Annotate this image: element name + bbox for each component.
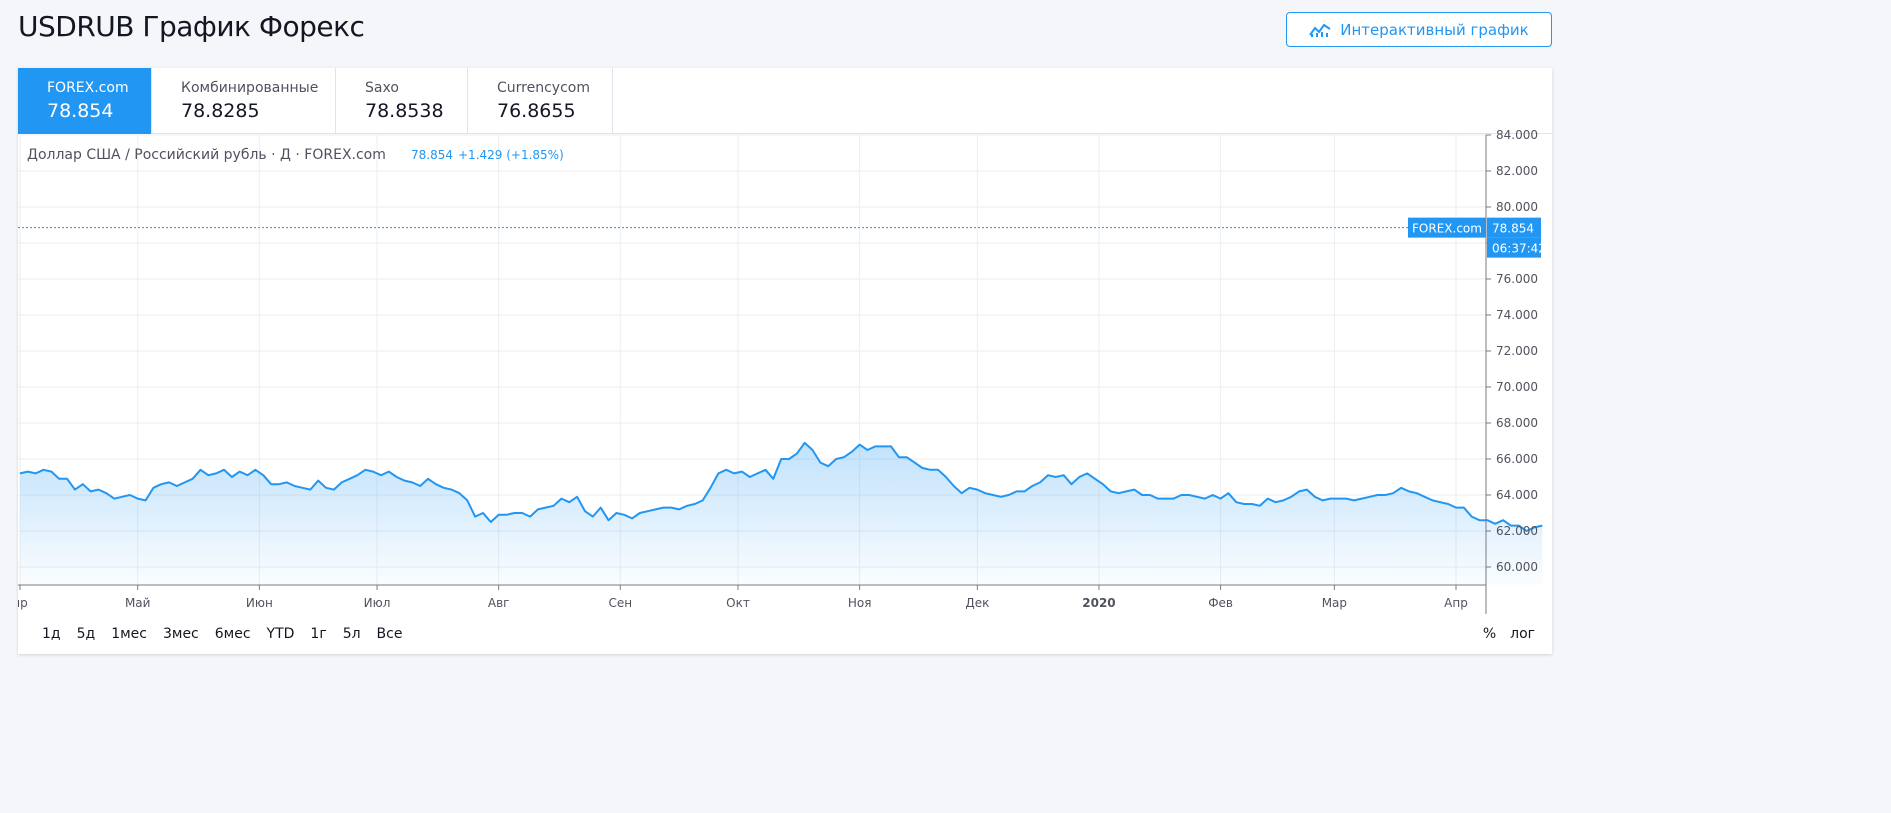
y-tick-label: 82.000 xyxy=(1496,164,1538,178)
x-tick-label: Июл xyxy=(364,596,391,610)
range-1y[interactable]: 1г xyxy=(310,626,327,642)
range-all[interactable]: Все xyxy=(376,626,403,642)
range-ytd[interactable]: YTD xyxy=(266,626,295,642)
tab-currencycom[interactable]: Currencycom 76.8655 xyxy=(468,68,613,134)
y-tick-label: 68.000 xyxy=(1496,416,1538,430)
tab-name: Комбинированные xyxy=(181,80,319,96)
range-3m[interactable]: 3мес xyxy=(162,626,199,642)
y-tick-label: 62.000 xyxy=(1496,524,1538,538)
y-tick-label: 60.000 xyxy=(1496,560,1538,574)
legend-last: 78.854 xyxy=(411,148,453,162)
tab-name: Currencycom xyxy=(497,80,590,96)
y-tick-label: 64.000 xyxy=(1496,488,1538,502)
scale-toggles: % лог xyxy=(1476,625,1542,643)
tab-saxo[interactable]: Saxo 78.8538 xyxy=(336,68,468,134)
last-price-tag-label: 78.854 xyxy=(1492,222,1534,236)
tab-value: 76.8655 xyxy=(497,100,576,122)
chart-card: FOREX.com 78.854 Комбинированные 78.8285… xyxy=(18,68,1552,654)
percent-scale-toggle[interactable]: % xyxy=(1482,626,1497,642)
countdown-tag xyxy=(1487,237,1541,258)
range-1d[interactable]: 1д xyxy=(42,626,61,642)
x-tick-label: Сен xyxy=(608,596,632,610)
series-name-tag-label: FOREX.com xyxy=(1412,222,1482,236)
legend-change: +1.429 (+1.85%) xyxy=(458,148,564,162)
tab-value: 78.854 xyxy=(47,100,114,122)
series-name-tag xyxy=(1408,217,1486,238)
last-price-tag xyxy=(1487,217,1541,238)
series-line xyxy=(19,441,1543,532)
series-area-fill xyxy=(20,442,1543,585)
x-tick-label: 2020 xyxy=(1082,596,1115,610)
page-title: USDRUB График Форекс xyxy=(18,10,365,43)
log-scale-toggle[interactable]: лог xyxy=(1510,626,1535,642)
x-tick-label: пр xyxy=(18,596,28,610)
range-selector: 1д 5д 1мес 3мес 6мес YTD 1г 5л Все xyxy=(34,625,410,643)
countdown-tag-label: 06:37:42 xyxy=(1492,242,1546,256)
y-tick-label: 84.000 xyxy=(1496,128,1538,142)
x-tick-label: Окт xyxy=(726,596,750,610)
y-tick-label: 70.000 xyxy=(1496,380,1538,394)
y-tick-label: 66.000 xyxy=(1496,452,1538,466)
tab-forex-com[interactable]: FOREX.com 78.854 xyxy=(18,68,152,134)
x-tick-label: Июн xyxy=(246,596,273,610)
range-5y[interactable]: 5л xyxy=(342,626,361,642)
broker-tabs: FOREX.com 78.854 Комбинированные 78.8285… xyxy=(18,68,1552,134)
x-tick-label: Ноя xyxy=(848,596,872,610)
range-5d[interactable]: 5д xyxy=(76,626,96,642)
price-chart[interactable]: 84.00082.00080.00078.00076.00074.00072.0… xyxy=(18,68,1552,654)
y-tick-label: 74.000 xyxy=(1496,308,1538,322)
interactive-chart-label: Интерактивный график xyxy=(1340,20,1529,39)
y-tick-label: 76.000 xyxy=(1496,272,1538,286)
x-tick-label: Фев xyxy=(1208,596,1233,610)
range-1m[interactable]: 1мес xyxy=(111,626,147,642)
tab-value: 78.8285 xyxy=(181,100,260,122)
tab-name: FOREX.com xyxy=(47,80,129,96)
y-tick-label: 80.000 xyxy=(1496,200,1538,214)
tab-value: 78.8538 xyxy=(365,100,444,122)
tab-name: Saxo xyxy=(365,80,399,96)
x-tick-label: Авг xyxy=(488,596,510,610)
x-tick-label: Дек xyxy=(965,596,989,610)
x-tick-label: Май xyxy=(125,596,151,610)
interactive-chart-button[interactable]: Интерактивный график xyxy=(1286,12,1552,47)
legend-symbol: Доллар США / Российский рубль · Д · FORE… xyxy=(27,147,386,163)
tab-combined[interactable]: Комбинированные 78.8285 xyxy=(152,68,336,134)
y-tick-label: 72.000 xyxy=(1496,344,1538,358)
chart-line-icon xyxy=(1309,22,1331,38)
range-6m[interactable]: 6мес xyxy=(214,626,251,642)
x-tick-label: Апр xyxy=(1444,596,1468,610)
x-tick-label: Мар xyxy=(1322,596,1347,610)
